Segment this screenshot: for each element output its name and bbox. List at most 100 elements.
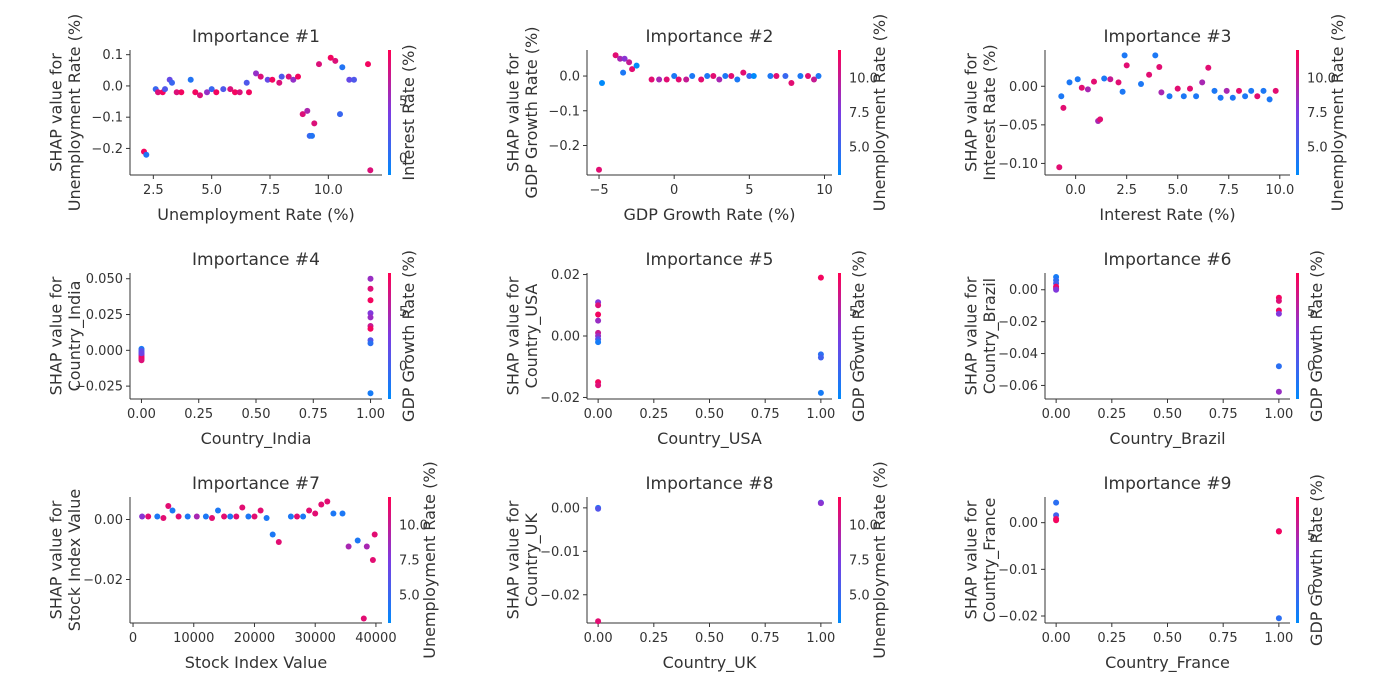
x-tick-label: 40000 xyxy=(355,631,396,646)
data-point xyxy=(750,73,757,79)
data-point xyxy=(312,510,319,517)
x-tick-label: 0.75 xyxy=(1209,631,1238,646)
x-tick-label: 2.5 xyxy=(143,183,164,198)
data-point xyxy=(245,513,252,520)
x-tick-label: 7.5 xyxy=(1218,183,1239,198)
data-point xyxy=(788,80,795,86)
data-point xyxy=(243,79,250,86)
y-tick-label: 0.02 xyxy=(551,268,580,283)
data-point xyxy=(612,52,619,59)
y-tick-label: 0.00 xyxy=(94,513,123,528)
data-point xyxy=(1058,93,1065,100)
data-point xyxy=(285,73,292,80)
x-tick-label: 0.25 xyxy=(184,407,213,422)
x-tick-label: 7.5 xyxy=(260,183,281,198)
data-point xyxy=(193,513,200,520)
subplot-6: Importance #6 0.00 0.25 0.50 0.75 1.00 −0.06 −0… xyxy=(961,250,1326,449)
x-tick-label: 10.0 xyxy=(1265,183,1294,198)
x-tick-label: 5.0 xyxy=(201,183,222,198)
data-point xyxy=(371,531,378,538)
data-point xyxy=(716,76,723,83)
data-point xyxy=(367,275,374,282)
data-point xyxy=(1260,87,1267,94)
data-point xyxy=(1275,528,1282,535)
data-point xyxy=(213,89,220,96)
y-tick-label: 0.0 xyxy=(102,79,123,94)
x-axis-label: Stock Index Value xyxy=(185,653,327,672)
data-point xyxy=(1115,79,1122,86)
data-point xyxy=(626,59,633,66)
x-tick-label: 0.00 xyxy=(584,631,613,646)
y-axis-label: SHAP value forInterest Rate (%) xyxy=(961,44,998,180)
y-axis-label-line: SHAP value for xyxy=(961,500,980,619)
data-point xyxy=(621,55,628,62)
data-point xyxy=(227,513,234,520)
data-point xyxy=(1254,93,1261,100)
x-tick-label: 0.00 xyxy=(1042,631,1071,646)
data-point xyxy=(290,76,297,83)
subplot-8: Importance #8 0.00 0.25 0.50 0.75 1.00 −0.02 −0… xyxy=(503,461,889,673)
data-point xyxy=(620,69,627,76)
data-point xyxy=(337,111,343,118)
y-tick-label: 0.00 xyxy=(1009,283,1038,298)
y-tick-label: −0.06 xyxy=(998,379,1038,394)
data-point xyxy=(1066,79,1073,86)
data-point xyxy=(1242,93,1249,100)
data-point xyxy=(767,73,774,79)
colorbar-tick-label: 5 xyxy=(399,95,407,110)
y-tick-label: 0.00 xyxy=(551,501,580,516)
data-point xyxy=(327,54,334,61)
x-tick-label: 0.25 xyxy=(639,631,668,646)
subplot-title: Importance #4 xyxy=(192,250,320,270)
x-tick-label: 0.25 xyxy=(1097,631,1126,646)
data-point xyxy=(354,537,361,544)
data-point xyxy=(143,151,150,158)
subplot-1: Importance #1 2.5 5.0 7.5 10.0 −0.2 −0.1 0.0 0.1… xyxy=(46,14,418,224)
data-point xyxy=(1158,89,1165,96)
x-tick-label: 0 xyxy=(129,631,137,646)
data-point xyxy=(734,76,741,83)
subplot-title: Importance #6 xyxy=(1104,250,1232,270)
data-point xyxy=(246,89,252,96)
y-axis-label: SHAP value forCountry_India xyxy=(46,276,84,395)
data-point xyxy=(710,73,717,79)
y-axis-label: SHAP value forCountry_USA xyxy=(503,276,541,395)
colorbar-tick-label: 10.0 xyxy=(849,71,878,86)
data-point xyxy=(365,61,371,68)
colorbar-tick-label: 0 xyxy=(399,151,407,166)
x-tick-label: 1.00 xyxy=(1264,631,1293,646)
data-point xyxy=(617,55,624,62)
data-point xyxy=(1091,78,1097,85)
subplot-4: Importance #4 0.00 0.25 0.50 0.75 1.00 −0.025 0… xyxy=(46,250,418,449)
subplot-7: Importance #7 0 10000 20000 30000 40000 −0.02 0… xyxy=(46,461,439,672)
y-tick-label: −0.1 xyxy=(548,104,580,119)
data-point xyxy=(369,557,376,563)
data-point xyxy=(1060,104,1067,111)
y-axis-label-line: SHAP value for xyxy=(503,276,522,395)
colorbar xyxy=(1296,273,1299,399)
data-point xyxy=(209,515,215,521)
x-tick-label: 1.00 xyxy=(806,631,835,646)
colorbar-tick-label: 5 xyxy=(399,305,407,320)
colorbar-tick-label: 5 xyxy=(1307,305,1315,320)
x-tick-label: 0.25 xyxy=(639,407,668,422)
colorbar xyxy=(1296,50,1299,175)
data-point xyxy=(1056,164,1063,171)
y-tick-label: 0.0 xyxy=(559,70,580,85)
y-axis-label-line: SHAP value for xyxy=(503,53,522,172)
y-tick-label: −0.02 xyxy=(998,610,1038,625)
data-point xyxy=(1275,388,1282,395)
data-point xyxy=(1275,615,1282,622)
data-point xyxy=(204,89,210,96)
y-tick-label: −0.10 xyxy=(998,157,1038,172)
y-tick-label: −0.01 xyxy=(540,545,580,560)
data-point xyxy=(345,543,352,550)
x-tick-label: 0.00 xyxy=(127,407,156,422)
data-point xyxy=(236,89,243,96)
data-point xyxy=(145,513,152,520)
data-point xyxy=(276,79,283,86)
x-tick-label: 2.5 xyxy=(1116,183,1137,198)
data-point xyxy=(1078,84,1085,91)
data-point xyxy=(169,79,175,86)
data-point xyxy=(1138,81,1144,87)
